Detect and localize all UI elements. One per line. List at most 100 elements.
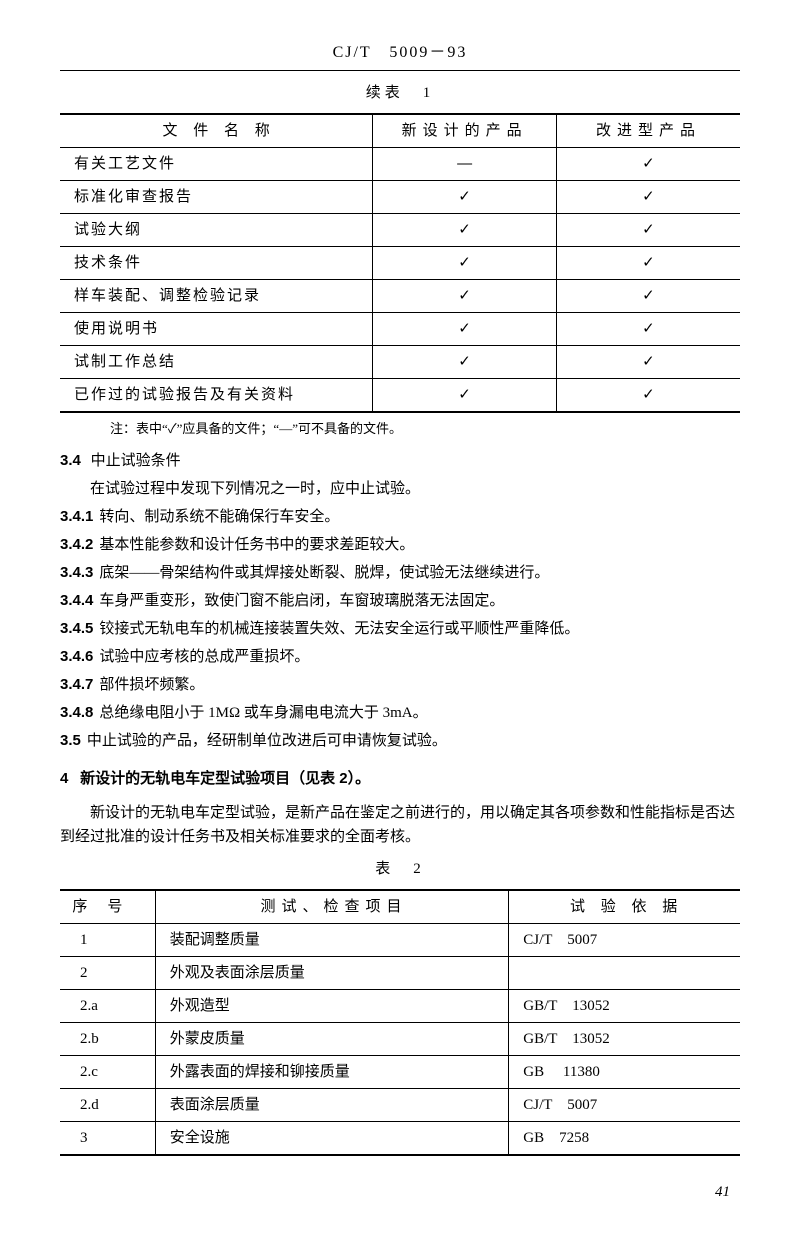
clause-3.4-lead: 在试验过程中发现下列情况之一时，应中止试验。 — [60, 477, 740, 501]
cell: 使用说明书 — [60, 312, 373, 345]
table-row: 试验大纲✓✓ — [60, 213, 740, 246]
clause-num: 3.4 — [60, 452, 81, 469]
cell: 2.c — [60, 1056, 155, 1089]
cell: 2 — [60, 957, 155, 990]
cell: ✓ — [556, 213, 740, 246]
cell: GB/T 13052 — [509, 990, 740, 1023]
table-row: 样车装配、调整检验记录✓✓ — [60, 279, 740, 312]
cell: GB 11380 — [509, 1056, 740, 1089]
clause-text: 底架——骨架结构件或其焊接处断裂、脱焊，使试验无法继续进行。 — [99, 565, 549, 581]
header-rule — [60, 70, 740, 71]
cell: 技术条件 — [60, 246, 373, 279]
clause-title: 中止试验条件 — [91, 453, 181, 469]
table1-note: 注：表中“✓”应具备的文件；“—”可不具备的文件。 — [60, 419, 740, 440]
cell: ✓ — [556, 246, 740, 279]
table-row: 试制工作总结✓✓ — [60, 345, 740, 378]
clause-3.4.3: 3.4.3 底架——骨架结构件或其焊接处断裂、脱焊，使试验无法继续进行。 — [60, 561, 740, 585]
table-row: 3安全设施GB 7258 — [60, 1122, 740, 1156]
table-row: 使用说明书✓✓ — [60, 312, 740, 345]
t2-h3: 试 验 依 据 — [509, 890, 740, 924]
clause-text: 转向、制动系统不能确保行车安全。 — [99, 509, 339, 525]
cell: ✓ — [556, 147, 740, 180]
table-1: 文 件 名 称 新设计的产品 改进型产品 有关工艺文件—✓ 标准化审查报告✓✓ … — [60, 113, 740, 413]
clause-num: 3.4.7 — [60, 676, 93, 693]
t2-h1: 序号 — [60, 890, 155, 924]
page-number: 41 — [60, 1180, 740, 1204]
t1-h1: 文 件 名 称 — [60, 114, 373, 148]
clause-num: 3.4.2 — [60, 536, 93, 553]
clause-num: 3.4.3 — [60, 564, 93, 581]
cell: 表面涂层质量 — [155, 1089, 509, 1122]
clause-3.4.7: 3.4.7 部件损坏频繁。 — [60, 673, 740, 697]
cell: 已作过的试验报告及有关资料 — [60, 378, 373, 412]
cell: ✓ — [373, 213, 557, 246]
cell: ✓ — [556, 180, 740, 213]
cell: ✓ — [373, 312, 557, 345]
clause-num: 3.4.4 — [60, 592, 93, 609]
clause-3.4.5: 3.4.5 铰接式无轨电车的机械连接装置失效、无法安全运行或平顺性严重降低。 — [60, 617, 740, 641]
table-row: 2.a外观造型GB/T 13052 — [60, 990, 740, 1023]
cell: ✓ — [373, 378, 557, 412]
doc-header: CJ/T 5009－93 — [60, 40, 740, 66]
cell: ✓ — [373, 345, 557, 378]
cell: ✓ — [556, 279, 740, 312]
table-row: 标准化审查报告✓✓ — [60, 180, 740, 213]
clause-3.4.1: 3.4.1 转向、制动系统不能确保行车安全。 — [60, 505, 740, 529]
cell: ✓ — [556, 378, 740, 412]
table-row: 2.c外露表面的焊接和铆接质量GB 11380 — [60, 1056, 740, 1089]
clause-3.4.2: 3.4.2 基本性能参数和设计任务书中的要求差距较大。 — [60, 533, 740, 557]
table1-title: 续表 1 — [60, 81, 740, 105]
cell: GB/T 13052 — [509, 1023, 740, 1056]
cell — [509, 957, 740, 990]
clause-text: 车身严重变形，致使门窗不能启闭，车窗玻璃脱落无法固定。 — [99, 593, 504, 609]
cell: ✓ — [556, 312, 740, 345]
table2-title: 表 2 — [60, 857, 740, 881]
clause-text: 试验中应考核的总成严重损坏。 — [99, 649, 309, 665]
clause-3.4.8: 3.4.8总绝缘电阻小于 1MΩ 或车身漏电电流大于 3mA。 — [60, 701, 740, 725]
table-2: 序号 测试、检查项目 试 验 依 据 1装配调整质量CJ/T 5007 2外观及… — [60, 889, 740, 1156]
table-row: 2.d表面涂层质量CJ/T 5007 — [60, 1089, 740, 1122]
cell: 标准化审查报告 — [60, 180, 373, 213]
cell: ✓ — [373, 180, 557, 213]
cell: 2.a — [60, 990, 155, 1023]
cell: 安全设施 — [155, 1122, 509, 1156]
cell: ✓ — [373, 279, 557, 312]
cell: — — [373, 147, 557, 180]
cell: CJ/T 5007 — [509, 1089, 740, 1122]
cell: 外露表面的焊接和铆接质量 — [155, 1056, 509, 1089]
t1-h3: 改进型产品 — [556, 114, 740, 148]
table-row: 2外观及表面涂层质量 — [60, 957, 740, 990]
cell: 2.d — [60, 1089, 155, 1122]
sec4-title-text: 新设计的无轨电车定型试验项目（见表 2）。 — [80, 770, 370, 787]
cell: 装配调整质量 — [155, 924, 509, 957]
clause-3.4: 3.4 中止试验条件 — [60, 449, 740, 473]
clause-num: 3.4.6 — [60, 648, 93, 665]
table1-header-row: 文 件 名 称 新设计的产品 改进型产品 — [60, 114, 740, 148]
clause-num: 3.4.5 — [60, 620, 93, 637]
sec4-num: 4 — [60, 770, 68, 787]
cell: 2.b — [60, 1023, 155, 1056]
section-4-title: 4 新设计的无轨电车定型试验项目（见表 2）。 — [60, 767, 740, 791]
cell: ✓ — [373, 246, 557, 279]
cell: 试制工作总结 — [60, 345, 373, 378]
clause-3.5: 3.5中止试验的产品，经研制单位改进后可申请恢复试验。 — [60, 729, 740, 753]
sec4-para: 新设计的无轨电车定型试验，是新产品在鉴定之前进行的，用以确定其各项参数和性能指标… — [60, 801, 740, 849]
clause-text: 中止试验的产品，经研制单位改进后可申请恢复试验。 — [87, 733, 447, 749]
clause-num: 3.4.1 — [60, 508, 93, 525]
cell: ✓ — [556, 345, 740, 378]
cell: 外观及表面涂层质量 — [155, 957, 509, 990]
cell: 外观造型 — [155, 990, 509, 1023]
table-row: 2.b外蒙皮质量GB/T 13052 — [60, 1023, 740, 1056]
clause-3.4.4: 3.4.4 车身严重变形，致使门窗不能启闭，车窗玻璃脱落无法固定。 — [60, 589, 740, 613]
clause-text: 部件损坏频繁。 — [99, 677, 204, 693]
table-row: 技术条件✓✓ — [60, 246, 740, 279]
cell: 3 — [60, 1122, 155, 1156]
clause-text: 铰接式无轨电车的机械连接装置失效、无法安全运行或平顺性严重降低。 — [99, 621, 579, 637]
clause-text: 基本性能参数和设计任务书中的要求差距较大。 — [99, 537, 414, 553]
table-row: 有关工艺文件—✓ — [60, 147, 740, 180]
cell: 样车装配、调整检验记录 — [60, 279, 373, 312]
cell: GB 7258 — [509, 1122, 740, 1156]
cell: 试验大纲 — [60, 213, 373, 246]
clause-3.4.6: 3.4.6 试验中应考核的总成严重损坏。 — [60, 645, 740, 669]
t2-h2: 测试、检查项目 — [155, 890, 509, 924]
